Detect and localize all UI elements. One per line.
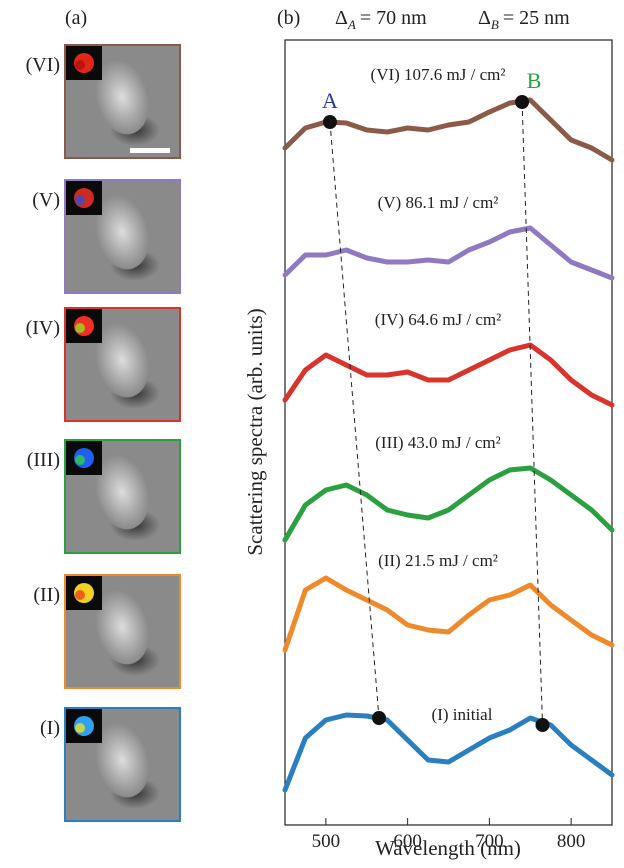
series-label: (VI) 107.6 mJ / cm² [371, 65, 506, 84]
particle [95, 59, 149, 135]
particle [95, 454, 149, 530]
inset-spot [75, 590, 85, 600]
series-label: (IV) 64.6 mJ / cm² [375, 310, 501, 329]
inset-spot [75, 723, 85, 733]
inset-spot [75, 323, 85, 333]
peak-label: B [527, 68, 542, 93]
peak-label: A [322, 88, 338, 113]
image-column: (VI) (V) (IV) (III) (II) (I) [26, 44, 181, 822]
x-tick-label: 600 [393, 831, 422, 852]
peak-dot [515, 95, 530, 109]
panel-b-label: (b) [277, 7, 300, 29]
spectrum-line [282, 225, 615, 281]
peak-dot [372, 711, 387, 725]
particle [95, 722, 149, 798]
header-text: ΔA = 70 nm [335, 7, 427, 32]
spectrum-line [282, 712, 615, 793]
image-label: (II) [33, 584, 60, 606]
scale-bar [130, 148, 170, 153]
plot-frame [284, 39, 613, 826]
x-axis-label: Wavelength (nm) [375, 836, 521, 860]
series-label: (II) 21.5 mJ / cm² [378, 551, 498, 570]
subscript: B [491, 17, 499, 32]
delta: Δ [335, 7, 348, 29]
spectrum-line [282, 342, 615, 408]
image-label: (V) [32, 189, 60, 211]
subscript: A [347, 17, 356, 32]
header-value: = 25 nm [503, 7, 570, 29]
peak-shift-line [521, 101, 544, 726]
inset-spot [75, 195, 85, 205]
peak-shift-line [329, 121, 380, 719]
image-label: (IV) [26, 317, 60, 339]
delta: Δ [478, 7, 491, 29]
image-label: (III) [27, 449, 60, 471]
series-label: (III) 43.0 mJ / cm² [375, 433, 500, 452]
x-tick-label: 800 [557, 831, 586, 852]
image-label: (VI) [26, 54, 60, 76]
particle [95, 589, 149, 665]
spectrum-line [282, 465, 615, 543]
y-axis-label: Scattering spectra (arb. units) [243, 308, 267, 555]
peak-dot [535, 718, 550, 732]
inset-spot [75, 455, 85, 465]
header-value: = 70 nm [360, 7, 427, 29]
spectrum-line [282, 97, 615, 163]
x-tick-label: 500 [312, 831, 341, 852]
header-text: ΔB = 25 nm [478, 7, 570, 32]
series-label: (V) 86.1 mJ / cm² [378, 193, 499, 212]
x-tick-label: 700 [475, 831, 504, 852]
series-label: (I) initial [432, 705, 493, 724]
inset-spot [75, 60, 85, 70]
spectrum-line [282, 575, 615, 653]
particle [95, 194, 149, 270]
peak-dot [322, 115, 337, 129]
image-label: (I) [40, 717, 60, 739]
particle [95, 322, 149, 398]
panel-a-label: (a) [65, 7, 87, 29]
